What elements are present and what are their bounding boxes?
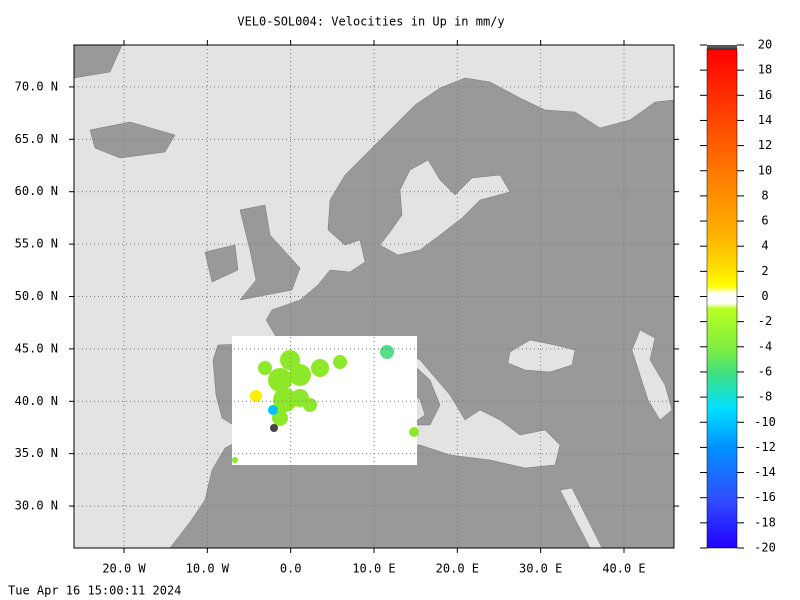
- velocity-points: [232, 350, 419, 463]
- velocity-point: [380, 345, 394, 359]
- colorbar-label: -10: [754, 415, 776, 429]
- y-tick-label: 40.0 N: [15, 394, 58, 408]
- colorbar-label: 20: [758, 38, 772, 52]
- britain: [239, 204, 301, 301]
- colorbar-label: -14: [754, 465, 776, 479]
- map: [74, 45, 674, 548]
- x-tick-label: 10.0 E: [352, 562, 395, 576]
- velocity-point: [250, 390, 262, 402]
- colorbar-label: -12: [754, 440, 776, 454]
- y-tick-label: 45.0 N: [15, 341, 58, 355]
- y-tick-label: 35.0 N: [15, 446, 58, 460]
- iceland: [89, 121, 176, 159]
- colorbar-label: -4: [758, 339, 772, 353]
- colorbar-label: -6: [758, 364, 772, 378]
- colorbar-cap: [707, 45, 737, 49]
- velocity-point: [270, 424, 278, 432]
- ireland: [204, 244, 239, 283]
- colorbar-label: 4: [761, 239, 768, 253]
- baltic-sea: [379, 159, 511, 256]
- colorbar-label: 0: [761, 289, 768, 303]
- x-tick-label: 40.0 E: [602, 562, 645, 576]
- y-tick-label: 55.0 N: [15, 237, 58, 251]
- y-tick-label: 30.0 N: [15, 499, 58, 513]
- red-sea: [559, 487, 603, 548]
- colorbar-label: 10: [758, 163, 772, 177]
- colorbar-label: -18: [754, 515, 776, 529]
- x-tick-label: 0.0: [280, 562, 302, 576]
- colorbar-label: -16: [754, 490, 776, 504]
- y-tick-label: 65.0 N: [15, 132, 58, 146]
- colorbar-label: 8: [761, 188, 768, 202]
- colorbar-label: 18: [758, 63, 772, 77]
- colorbar-label: 6: [761, 214, 768, 228]
- y-tick-label: 60.0 N: [15, 184, 58, 198]
- colorbar-label: -20: [754, 541, 776, 555]
- timestamp: Tue Apr 16 15:00:11 2024: [8, 584, 181, 598]
- grid: [74, 45, 674, 548]
- colorbar-label: -8: [758, 390, 772, 404]
- x-tick-label: 10.0 W: [186, 562, 230, 576]
- colorbar-label: 16: [758, 88, 772, 102]
- caspian-sea: [631, 329, 673, 421]
- x-tick-label: 30.0 E: [519, 562, 562, 576]
- x-tick-label: 20.0 E: [436, 562, 479, 576]
- colorbar-label: -2: [758, 314, 772, 328]
- greenland: [74, 45, 123, 79]
- y-tick-label: 70.0 N: [15, 79, 58, 93]
- colorbar-label: 2: [761, 264, 768, 278]
- colorbar-label: 14: [758, 113, 772, 127]
- y-tick-label: 50.0 N: [15, 289, 58, 303]
- black-sea: [507, 339, 576, 373]
- velocity-point: [268, 405, 278, 415]
- title: VEL0-SOL004: Velocities in Up in mm/y: [237, 15, 504, 29]
- colorbar: [706, 48, 738, 549]
- x-tick-label: 20.0 W: [102, 562, 146, 576]
- colorbar-label: 12: [758, 138, 772, 152]
